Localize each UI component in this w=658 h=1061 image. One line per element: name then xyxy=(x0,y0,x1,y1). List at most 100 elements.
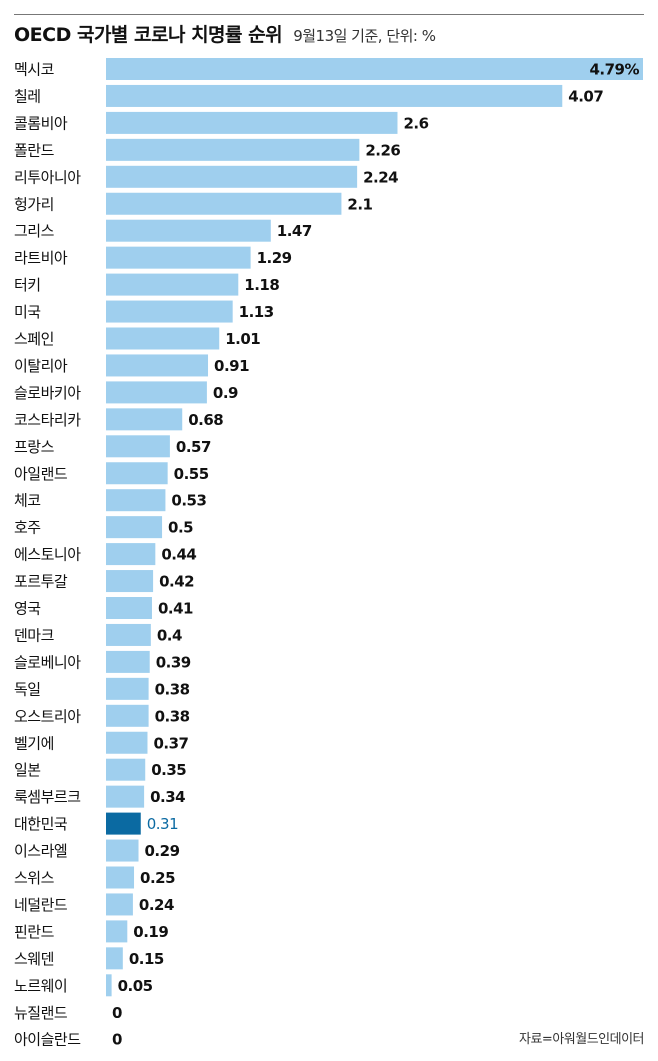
bar xyxy=(106,570,154,593)
bar xyxy=(106,354,209,377)
value-label: 0 xyxy=(112,1031,122,1049)
category-label: 코스타리카 xyxy=(14,411,81,429)
value-label: 0.38 xyxy=(155,680,190,698)
value-label: 2.24 xyxy=(363,168,398,186)
category-label: 슬로바키아 xyxy=(14,384,81,402)
category-label: 리투아니아 xyxy=(14,168,81,186)
category-label: 포르투갈 xyxy=(14,573,68,591)
value-label: 0.44 xyxy=(161,546,196,564)
category-label: 영국 xyxy=(14,600,41,618)
value-label: 0.25 xyxy=(140,869,175,887)
chart-header: OECD 국가별 코로나 치명률 순위 9월13일 기준, 단위: % xyxy=(14,20,436,47)
category-label: 체코 xyxy=(14,492,41,510)
value-label: 1.13 xyxy=(239,303,274,321)
bar xyxy=(106,650,150,673)
bar xyxy=(106,489,166,512)
category-label: 아일랜드 xyxy=(14,465,68,483)
category-label: 네덜란드 xyxy=(14,896,68,914)
value-label: 0.05 xyxy=(118,977,153,995)
bar xyxy=(106,920,128,943)
value-label: 1.29 xyxy=(257,249,292,267)
value-label: 4.07 xyxy=(568,87,603,105)
category-label: 노르웨이 xyxy=(14,977,67,995)
value-label: 0.41 xyxy=(158,600,193,618)
bar xyxy=(106,462,168,485)
source-note: 자료=아워월드인데이터 xyxy=(519,1032,645,1047)
value-label: 0.35 xyxy=(151,761,186,779)
category-label: 핀란드 xyxy=(14,923,55,941)
bar xyxy=(106,677,149,700)
category-label: 독일 xyxy=(14,680,41,698)
bar xyxy=(106,516,163,539)
value-label: 0.19 xyxy=(133,923,168,941)
bar xyxy=(106,327,220,350)
category-label: 헝가리 xyxy=(14,195,54,213)
value-label: 0.29 xyxy=(145,842,180,860)
value-label: 0.15 xyxy=(129,950,164,968)
bar xyxy=(106,58,643,80)
category-label: 스웨덴 xyxy=(14,950,54,968)
bar xyxy=(106,866,135,889)
bar xyxy=(106,543,156,566)
value-label: 1.47 xyxy=(277,222,312,240)
bar xyxy=(106,785,145,808)
value-label: 4.79% xyxy=(589,61,639,79)
bar xyxy=(106,138,360,161)
value-label: 0.31 xyxy=(147,815,178,833)
category-label: 미국 xyxy=(14,303,41,321)
value-label: 1.01 xyxy=(225,330,260,348)
bar xyxy=(106,84,563,107)
value-label: 0.5 xyxy=(168,519,193,537)
value-label: 0.38 xyxy=(155,707,190,725)
chart-title: OECD 국가별 코로나 치명률 순위 xyxy=(14,24,283,46)
chart-subtitle: 9월13일 기준, 단위: % xyxy=(293,27,436,45)
category-label: 호주 xyxy=(14,519,41,537)
value-label: 0 xyxy=(112,1004,122,1022)
bar xyxy=(106,219,271,242)
bar xyxy=(106,273,239,296)
bar xyxy=(106,839,139,862)
category-label: 룩셈부르크 xyxy=(14,788,81,806)
category-label: 에스토니아 xyxy=(14,546,81,564)
top-rule xyxy=(14,14,644,15)
category-label: 폴란드 xyxy=(14,141,55,159)
category-label: 뉴질랜드 xyxy=(14,1004,68,1022)
value-label: 0.53 xyxy=(171,492,206,510)
value-label: 0.9 xyxy=(213,384,238,402)
category-label: 스위스 xyxy=(14,869,55,887)
bar xyxy=(106,435,170,458)
bar xyxy=(106,893,133,916)
bar xyxy=(106,111,398,134)
bar xyxy=(106,246,251,269)
bar xyxy=(106,947,123,970)
bar xyxy=(106,623,151,646)
category-label: 라트비아 xyxy=(14,249,68,267)
value-label: 2.26 xyxy=(365,141,400,159)
bar xyxy=(106,704,149,727)
value-label: 1.18 xyxy=(244,276,279,294)
category-label: 칠레 xyxy=(14,87,41,105)
category-label: 프랑스 xyxy=(14,438,55,456)
value-label: 0.57 xyxy=(176,438,211,456)
bar xyxy=(106,165,358,188)
value-label: 0.55 xyxy=(174,465,209,483)
bar xyxy=(106,381,207,404)
value-label: 0.42 xyxy=(159,573,194,591)
category-label: 터키 xyxy=(14,276,41,294)
bar xyxy=(106,731,148,754)
category-label: 이스라엘 xyxy=(14,842,67,860)
value-label: 0.24 xyxy=(139,896,174,914)
bar xyxy=(106,812,141,835)
category-label: 스페인 xyxy=(14,330,54,348)
value-label: 0.37 xyxy=(153,734,188,752)
category-label: 멕시코 xyxy=(14,61,54,79)
value-label: 0.68 xyxy=(188,411,223,429)
category-label: 그리스 xyxy=(14,222,55,240)
bar xyxy=(106,192,342,215)
category-label: 아이슬란드 xyxy=(14,1031,81,1049)
category-label: 콜롬비아 xyxy=(14,114,68,132)
category-label: 벨기에 xyxy=(14,734,54,752)
bar xyxy=(106,300,233,323)
category-label: 덴마크 xyxy=(14,626,54,644)
